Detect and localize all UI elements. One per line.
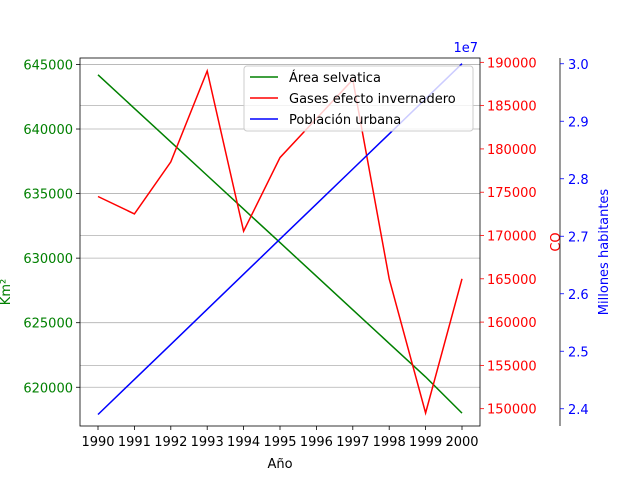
x-tick-label: 1995 xyxy=(263,435,296,450)
x-tick-label: 1999 xyxy=(409,435,442,450)
y-right1-tick-label: 150000 xyxy=(487,403,537,418)
y-right1-tick-label: 175000 xyxy=(487,186,537,201)
y-right1-tick-label: 160000 xyxy=(487,316,537,331)
y-right1-tick-label: 190000 xyxy=(487,56,537,71)
x-tick-label: 1991 xyxy=(118,435,151,450)
y-right1-tick-label: 165000 xyxy=(487,273,537,288)
x-tick-label: 1990 xyxy=(81,435,114,450)
y-right2-tick-label: 2.7 xyxy=(568,230,589,245)
y-left-tick-label: 645000 xyxy=(23,58,73,73)
x-tick-label: 1996 xyxy=(300,435,333,450)
y-right1-tick-label: 170000 xyxy=(487,230,537,245)
y-right1-tick-label: 155000 xyxy=(487,359,537,374)
y-right2-tick-label: 2.9 xyxy=(568,115,589,130)
x-tick-label: 1992 xyxy=(154,435,187,450)
legend-entry-label: Población urbana xyxy=(289,113,401,128)
y-right2-tick-label: 2.8 xyxy=(568,173,589,188)
series-line-2 xyxy=(97,68,463,416)
y-right2-offset-label: 1e7 xyxy=(453,41,478,56)
x-tick-label: 1994 xyxy=(227,435,260,450)
y-left-tick-label: 630000 xyxy=(23,252,73,267)
x-axis-label: Año xyxy=(267,457,292,472)
y-right2-tick-label: 2.6 xyxy=(568,288,589,303)
legend-entry-label: Gases efecto invernadero xyxy=(289,92,456,107)
legend: Área selvatica Gases efecto invernadero Po… xyxy=(243,65,474,132)
x-tick-label: 2000 xyxy=(445,435,478,450)
x-tick-label: 1998 xyxy=(373,435,406,450)
y-right2-tick-label: 2.4 xyxy=(568,403,589,418)
y-left-tick-label: 620000 xyxy=(23,381,73,396)
x-tick-label: 1993 xyxy=(191,435,224,450)
y-right2-tick-label: 3.0 xyxy=(568,58,589,73)
legend-entry-label: Área selvatica xyxy=(289,70,381,86)
y-left-tick-label: 640000 xyxy=(23,123,73,138)
y-right2-axis-label: Millones habitantes xyxy=(597,189,612,316)
y-right1-axis-label: CO xyxy=(549,232,564,251)
y-left-tick-label: 625000 xyxy=(23,317,73,332)
y-right1-tick-label: 185000 xyxy=(487,100,537,115)
y-left-tick-label: 635000 xyxy=(23,188,73,203)
y-right1-tick-label: 180000 xyxy=(487,143,537,158)
axes-layer: 1990 1991 1992 1993 1994 1995 1996 1997 1998 1999… xyxy=(0,41,612,472)
series-line-1 xyxy=(97,74,463,414)
y-left-axis-label: Km² xyxy=(0,279,14,305)
y-right2-tick-label: 2.5 xyxy=(568,345,589,360)
legend-box xyxy=(243,65,474,132)
x-tick-label: 1997 xyxy=(336,435,369,450)
